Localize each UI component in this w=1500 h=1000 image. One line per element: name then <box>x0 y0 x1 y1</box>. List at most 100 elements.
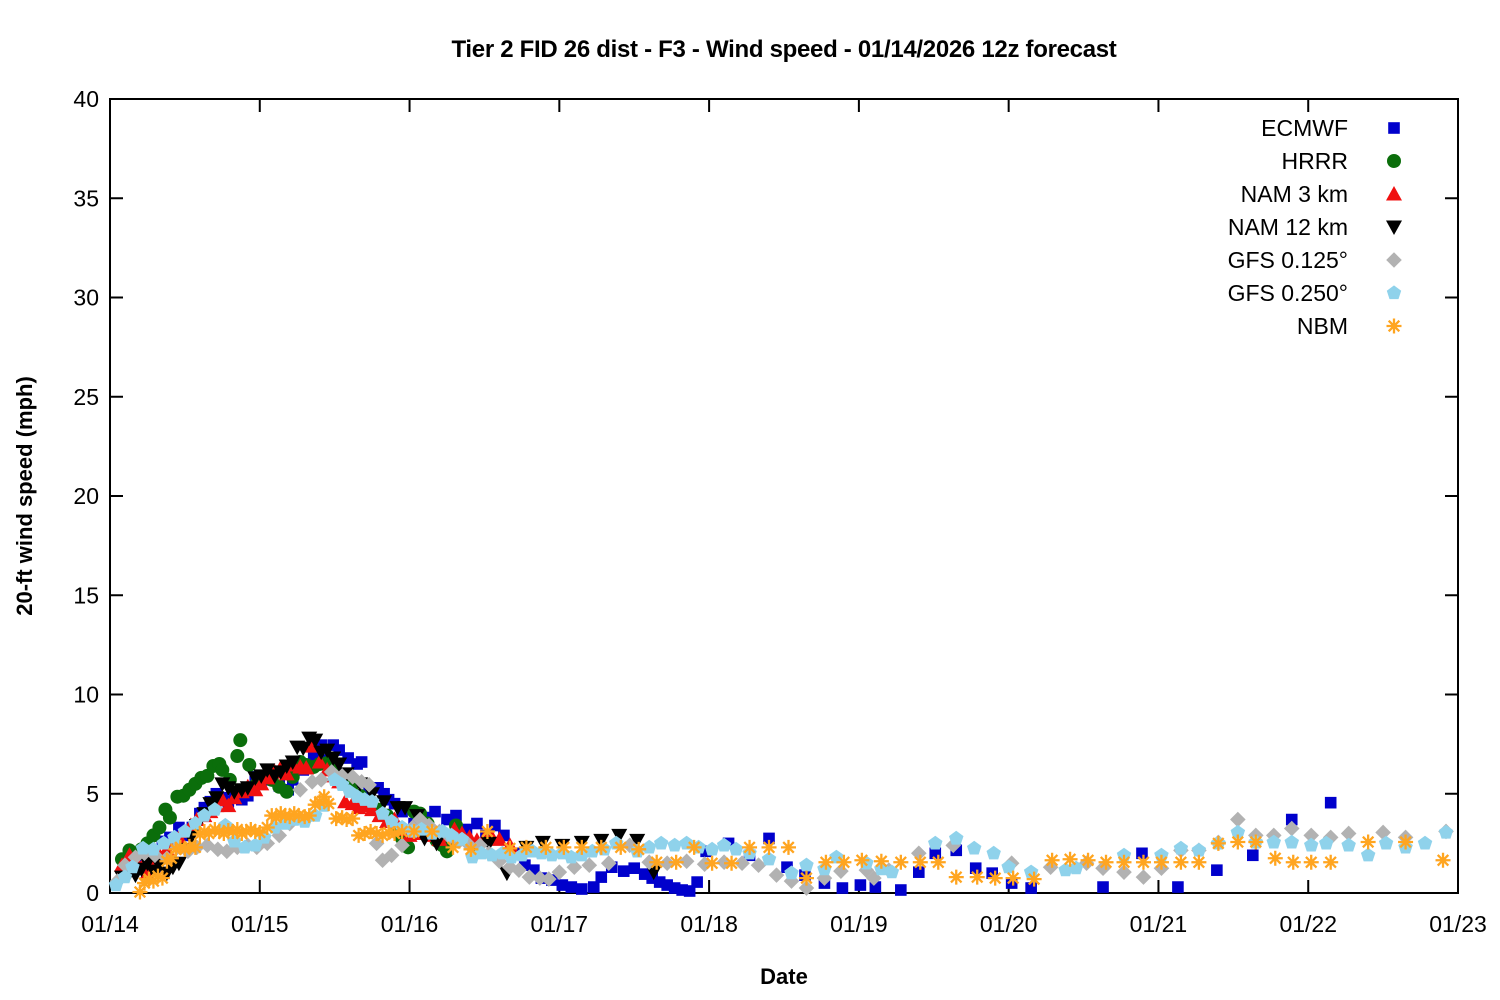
data-point <box>1267 850 1283 866</box>
legend-marker-pentagon-icon <box>1386 285 1402 300</box>
data-point <box>498 829 510 842</box>
data-point <box>242 757 257 772</box>
data-point <box>595 871 608 883</box>
data-point <box>1098 854 1114 870</box>
data-point <box>668 854 684 870</box>
legend-item: ECMWF <box>1261 115 1400 141</box>
data-point <box>234 825 250 841</box>
data-point <box>421 817 437 834</box>
data-point <box>1438 824 1454 839</box>
data-point <box>491 853 508 870</box>
data-point <box>243 821 259 837</box>
data-point <box>215 762 230 777</box>
data-point <box>375 806 390 820</box>
data-point <box>238 823 254 839</box>
x-tick-label: 01/22 <box>1279 911 1337 937</box>
data-point <box>1303 854 1319 870</box>
x-tick-label: 01/23 <box>1429 911 1487 937</box>
data-point <box>783 873 800 889</box>
data-point <box>292 781 309 798</box>
data-point <box>279 784 294 799</box>
data-point <box>704 841 720 856</box>
data-point <box>556 839 572 855</box>
data-point <box>1248 834 1264 850</box>
data-point <box>1360 834 1376 850</box>
data-point <box>230 749 245 764</box>
data-point <box>661 879 673 891</box>
data-point <box>428 836 445 852</box>
legend-label: ECMWF <box>1261 115 1348 141</box>
data-points <box>108 731 1454 900</box>
data-point <box>1097 881 1109 893</box>
data-point <box>211 823 227 839</box>
data-point <box>528 864 540 876</box>
data-point <box>154 870 170 886</box>
data-point <box>162 810 177 825</box>
data-point <box>361 777 377 793</box>
legend: ECMWF HRRR NAM 3 km NAM 12 km GFS 0.125° GFS … <box>1228 115 1402 339</box>
data-point <box>551 864 568 880</box>
data-point <box>950 844 963 857</box>
y-tick-label: 25 <box>73 384 99 410</box>
data-point <box>1173 840 1189 855</box>
x-tick-label: 01/21 <box>1130 911 1188 937</box>
data-point <box>1068 860 1084 875</box>
data-point <box>1375 824 1391 841</box>
data-point <box>397 801 414 816</box>
data-point <box>187 839 203 855</box>
data-point <box>949 830 964 845</box>
data-point <box>1303 827 1320 844</box>
data-point <box>521 869 538 885</box>
data-point <box>969 862 982 874</box>
legend-item: GFS 0.125° <box>1228 247 1402 273</box>
data-point <box>491 831 508 846</box>
data-point <box>836 882 849 894</box>
data-point <box>945 837 962 854</box>
data-point <box>700 845 712 858</box>
data-point <box>1062 851 1078 867</box>
data-point <box>593 839 609 855</box>
data-point <box>869 881 882 893</box>
data-point <box>351 827 367 843</box>
data-point <box>676 884 688 896</box>
data-point <box>273 806 289 822</box>
data-point <box>836 854 852 870</box>
legend-marker-triangle-down-icon <box>1386 220 1402 235</box>
data-point <box>207 821 223 837</box>
data-point <box>1005 877 1018 889</box>
data-point <box>948 869 964 885</box>
x-axis-label: Date <box>760 964 808 989</box>
data-point <box>653 876 666 888</box>
data-point <box>316 789 332 805</box>
data-point <box>139 856 156 872</box>
data-point <box>854 879 867 891</box>
data-point <box>357 825 373 841</box>
legend-label: GFS 0.125° <box>1228 247 1348 273</box>
legend-item: NBM <box>1297 313 1402 339</box>
data-point <box>576 883 588 895</box>
data-point <box>441 813 453 826</box>
data-point <box>479 823 495 839</box>
x-tick-label: 01/17 <box>531 911 589 937</box>
data-point <box>649 854 665 870</box>
data-point <box>375 827 391 843</box>
x-tick-label: 01/19 <box>830 911 888 937</box>
data-point <box>987 870 1003 886</box>
series-gfs-0-125- <box>109 764 1454 896</box>
data-point <box>368 835 385 852</box>
data-point <box>450 809 462 822</box>
data-point <box>929 847 942 860</box>
data-point <box>798 880 815 896</box>
data-point <box>150 868 166 884</box>
y-axis-label: 20-ft wind speed (mph) <box>12 376 37 616</box>
data-point <box>704 855 720 871</box>
data-point <box>1095 860 1111 876</box>
data-point <box>986 845 1001 860</box>
data-point <box>873 853 889 869</box>
data-point <box>295 741 312 757</box>
data-point <box>384 813 399 828</box>
data-point <box>1323 854 1339 870</box>
data-point <box>125 859 140 874</box>
data-point <box>854 852 870 868</box>
